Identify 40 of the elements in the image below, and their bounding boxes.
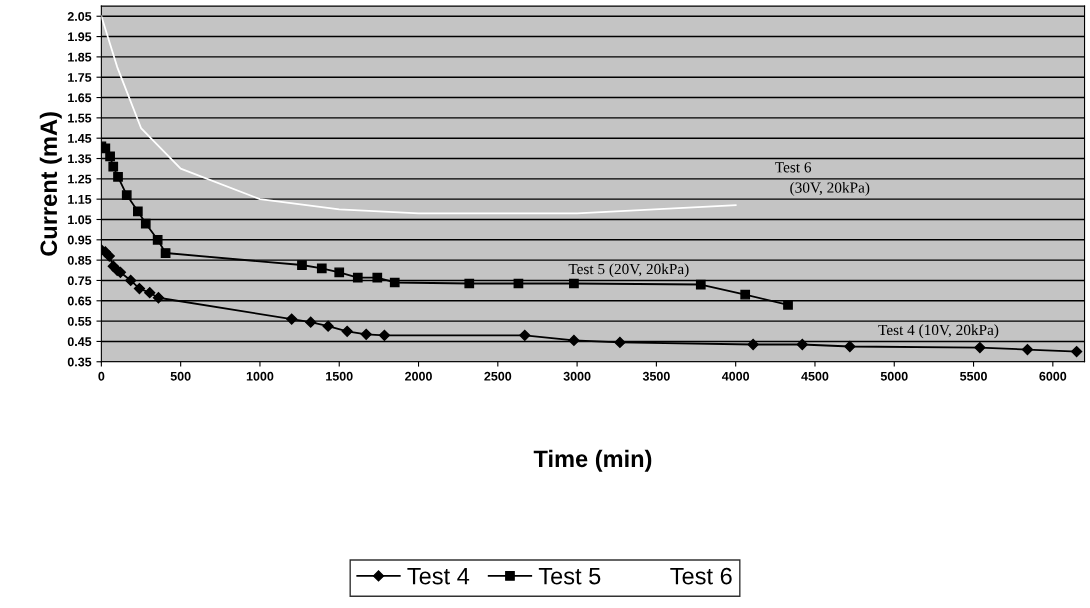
x-tick-label: 3500 bbox=[642, 371, 670, 381]
y-tick-label: 0.75 bbox=[67, 276, 92, 286]
y-axis-title: Current (mA) bbox=[39, 112, 62, 256]
y-tick-label: 0.85 bbox=[67, 255, 92, 265]
y-tick-label: 1.15 bbox=[68, 195, 92, 204]
x-tick-label: 0 bbox=[98, 371, 105, 381]
text: Test 6 bbox=[670, 567, 732, 585]
y-tick-label: 1.65 bbox=[68, 93, 92, 103]
annotation: Test 6 bbox=[775, 162, 812, 173]
y-tick-label: 0.35 bbox=[67, 357, 92, 367]
x-tick-label: 1500 bbox=[326, 371, 353, 381]
y-tick-label: 0.55 bbox=[67, 316, 92, 326]
x-tick-label: 4500 bbox=[801, 371, 829, 381]
y-tick-label: 1.55 bbox=[68, 113, 92, 123]
legend-label: Test 4 bbox=[407, 567, 470, 585]
y-tick-label: 0.45 bbox=[67, 337, 92, 347]
x-tick-label: 5000 bbox=[880, 371, 908, 381]
y-tick-label: 1.75 bbox=[68, 73, 92, 82]
x-tick-label: 2000 bbox=[405, 371, 432, 381]
x-tick-label: 4000 bbox=[721, 371, 750, 381]
y-tick-label: 0.65 bbox=[67, 296, 92, 306]
x-tick-label: 500 bbox=[170, 371, 191, 381]
y-tick-label: 1.35 bbox=[68, 154, 92, 164]
y-tick-label: 0.95 bbox=[67, 235, 92, 245]
legend-label: Test 5 bbox=[538, 567, 601, 585]
x-tick-label: 6000 bbox=[1039, 371, 1067, 381]
x-tick-label: 2500 bbox=[484, 371, 512, 381]
y-tick-label: 1.45 bbox=[68, 134, 92, 143]
y-tick-label: 1.25 bbox=[68, 174, 92, 184]
y-tick-label: 1.85 bbox=[68, 52, 92, 62]
y-tick-label: 2.05 bbox=[67, 12, 92, 21]
y-tick-label: 1.95 bbox=[68, 32, 92, 42]
annotation: Test 5 (20V, 20kPa) bbox=[568, 263, 689, 278]
annotation: (30V, 20kPa) bbox=[790, 181, 870, 196]
x-axis-title: Time (min) bbox=[533, 449, 652, 472]
x-tick-label: 3000 bbox=[563, 371, 591, 381]
y-tick-label: 1.05 bbox=[68, 215, 92, 225]
x-tick-label: 5500 bbox=[960, 371, 987, 381]
x-tick-label: 1000 bbox=[246, 371, 274, 381]
annotation: Test 4 (10V, 20kPa) bbox=[878, 324, 999, 339]
